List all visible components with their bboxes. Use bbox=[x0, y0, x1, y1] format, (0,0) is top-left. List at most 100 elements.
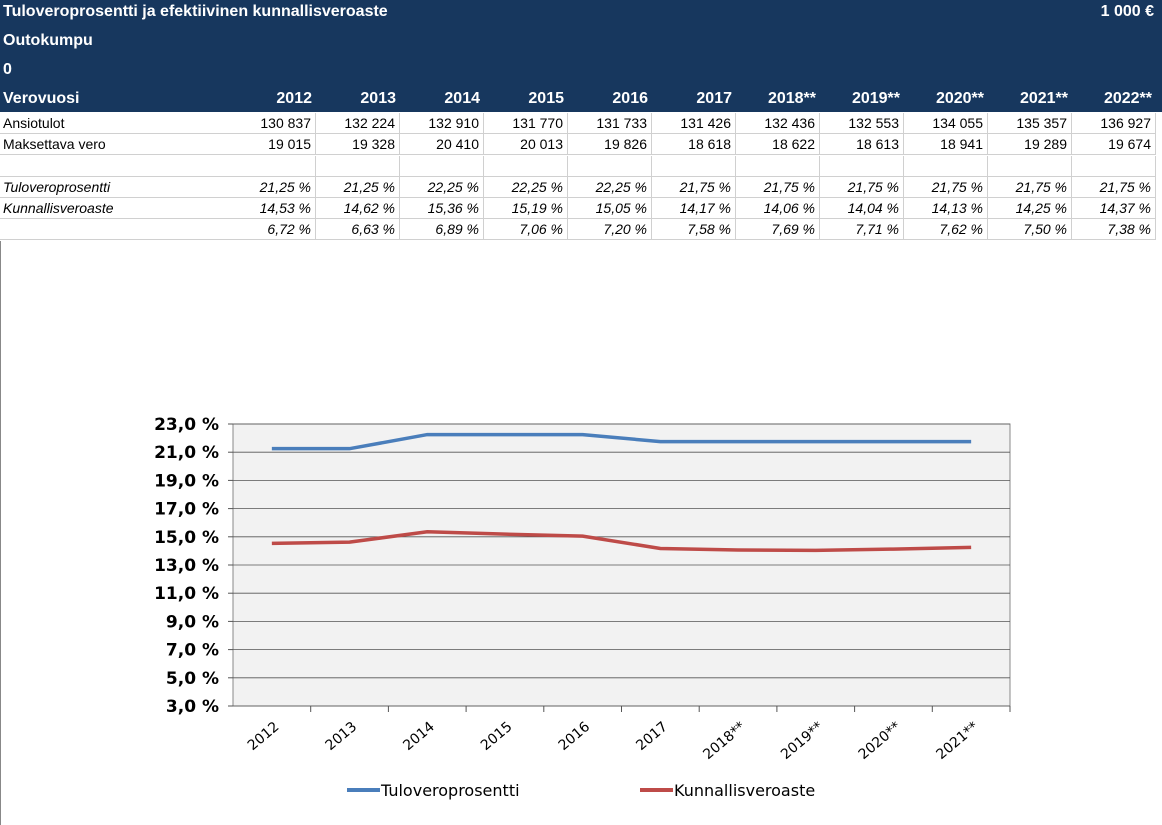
cell: 18 622 bbox=[736, 134, 820, 155]
year-header: 2016 bbox=[612, 90, 648, 107]
legend-label: Tuloveroprosentti bbox=[380, 781, 520, 800]
empty-cell bbox=[820, 156, 904, 177]
empty-cell bbox=[904, 156, 988, 177]
x-tick-label: 2015 bbox=[478, 719, 516, 754]
cell: 21,75 % bbox=[1072, 177, 1156, 198]
cell: 15,19 % bbox=[484, 198, 568, 219]
cell: 131 733 bbox=[568, 113, 652, 134]
header-band bbox=[0, 0, 1162, 112]
cell: 7,71 % bbox=[820, 219, 904, 240]
cell: 7,06 % bbox=[484, 219, 568, 240]
year-header: 2017 bbox=[696, 90, 732, 107]
cell: 14,13 % bbox=[904, 198, 988, 219]
cell: 132 436 bbox=[736, 113, 820, 134]
y-tick-label: 7,0 % bbox=[166, 641, 219, 661]
y-tick-label: 19,0 % bbox=[154, 471, 219, 491]
cell: 19 674 bbox=[1072, 134, 1156, 155]
cell: 14,06 % bbox=[736, 198, 820, 219]
cell: 22,25 % bbox=[400, 177, 484, 198]
year-header: 2015 bbox=[528, 90, 564, 107]
cell: 18 613 bbox=[820, 134, 904, 155]
cell: 22,25 % bbox=[568, 177, 652, 198]
year-header: 2013 bbox=[360, 90, 396, 107]
cell: 19 328 bbox=[316, 134, 400, 155]
y-tick-label: 11,0 % bbox=[154, 584, 219, 604]
unit: 1 000 € bbox=[1100, 3, 1154, 20]
cell: 130 837 bbox=[232, 113, 316, 134]
year-header: 2019** bbox=[851, 90, 900, 107]
cell: 7,58 % bbox=[652, 219, 736, 240]
row-label: Tuloveroprosentti bbox=[0, 177, 232, 198]
row-label bbox=[0, 219, 232, 240]
cell: 22,25 % bbox=[484, 177, 568, 198]
cell: 15,05 % bbox=[568, 198, 652, 219]
cell: 6,63 % bbox=[316, 219, 400, 240]
cell: 6,89 % bbox=[400, 219, 484, 240]
cell: 14,53 % bbox=[232, 198, 316, 219]
series-line bbox=[271, 529, 972, 553]
row-label: Ansiotulot bbox=[0, 113, 232, 134]
empty-row bbox=[0, 156, 232, 177]
cell: 132 553 bbox=[820, 113, 904, 134]
x-tick-label: 2012 bbox=[245, 719, 283, 754]
cell: 14,17 % bbox=[652, 198, 736, 219]
cell: 6,72 % bbox=[232, 219, 316, 240]
cell: 20 410 bbox=[400, 134, 484, 155]
cell: 7,38 % bbox=[1072, 219, 1156, 240]
empty-cell bbox=[988, 156, 1072, 177]
y-tick-label: 3,0 % bbox=[166, 697, 219, 717]
x-tick-label: 2014 bbox=[400, 719, 438, 754]
x-tick-label: 2013 bbox=[323, 719, 361, 754]
cell: 21,25 % bbox=[232, 177, 316, 198]
cell: 18 618 bbox=[652, 134, 736, 155]
cell: 21,75 % bbox=[736, 177, 820, 198]
legend-label: Kunnallisveroaste bbox=[674, 781, 815, 800]
company: Outokumpu bbox=[3, 32, 93, 49]
title: Tuloveroprosentti ja efektiivinen kunnal… bbox=[3, 3, 388, 20]
y-tick-label: 21,0 % bbox=[154, 443, 219, 463]
cell: 19 015 bbox=[232, 134, 316, 155]
year-header: 2018** bbox=[767, 90, 816, 107]
year-header: 2014 bbox=[444, 90, 480, 107]
y-tick-label: 13,0 % bbox=[154, 556, 219, 576]
cell: 14,37 % bbox=[1072, 198, 1156, 219]
y-tick-label: 5,0 % bbox=[166, 669, 219, 689]
cell: 14,25 % bbox=[988, 198, 1072, 219]
x-tick-label: 2016 bbox=[556, 719, 594, 754]
cell: 19 826 bbox=[568, 134, 652, 155]
cell: 132 910 bbox=[400, 113, 484, 134]
cell: 7,69 % bbox=[736, 219, 820, 240]
row-label: Kunnallisveroaste bbox=[0, 198, 232, 219]
cell: 21,75 % bbox=[652, 177, 736, 198]
cell: 15,36 % bbox=[400, 198, 484, 219]
cell: 132 224 bbox=[316, 113, 400, 134]
cell: 136 927 bbox=[1072, 113, 1156, 134]
empty-cell bbox=[484, 156, 568, 177]
chart-frame bbox=[0, 241, 1162, 825]
empty-cell bbox=[232, 156, 316, 177]
year-header: 2012 bbox=[276, 90, 312, 107]
cell: 131 770 bbox=[484, 113, 568, 134]
year-header: 2022** bbox=[1103, 90, 1152, 107]
cell: 20 013 bbox=[484, 134, 568, 155]
year-header: 2020** bbox=[935, 90, 984, 107]
cell: 7,20 % bbox=[568, 219, 652, 240]
cell: 14,62 % bbox=[316, 198, 400, 219]
cell: 134 055 bbox=[904, 113, 988, 134]
series-line bbox=[271, 432, 972, 451]
y-tick-label: 23,0 % bbox=[154, 415, 219, 435]
empty-cell bbox=[736, 156, 820, 177]
cell: 21,75 % bbox=[904, 177, 988, 198]
cell: 7,50 % bbox=[988, 219, 1072, 240]
empty-cell bbox=[400, 156, 484, 177]
year-header: 2021** bbox=[1019, 90, 1068, 107]
column-label: Verovuosi bbox=[3, 90, 80, 107]
x-tick-label: 2020** bbox=[856, 719, 904, 763]
empty-cell bbox=[568, 156, 652, 177]
x-tick-label: 2021** bbox=[933, 719, 981, 763]
cell: 21,25 % bbox=[316, 177, 400, 198]
y-tick-label: 9,0 % bbox=[166, 612, 219, 632]
cell: 18 941 bbox=[904, 134, 988, 155]
